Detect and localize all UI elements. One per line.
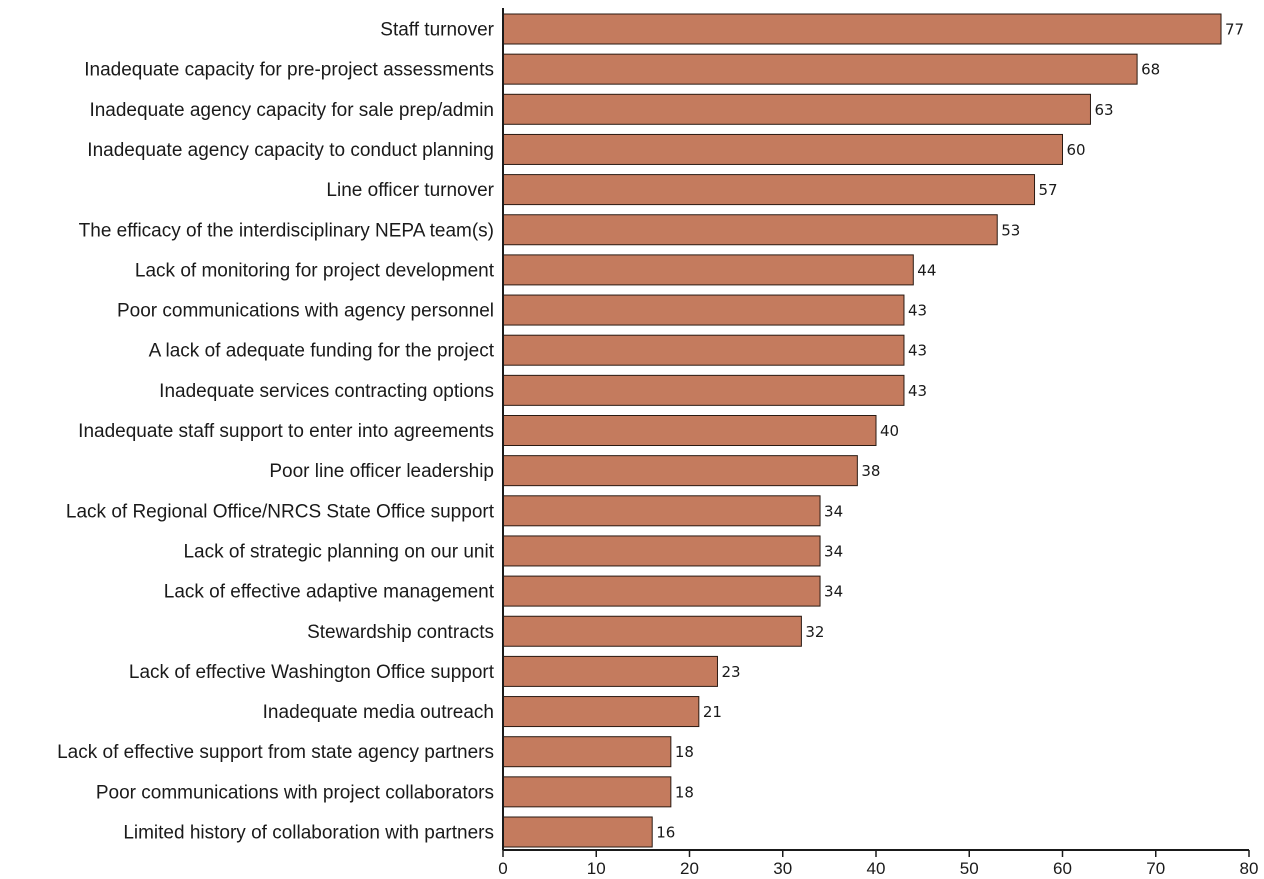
x-tick-label: 60 (1053, 859, 1072, 878)
value-label: 18 (675, 783, 694, 801)
value-label: 68 (1141, 61, 1160, 79)
value-label: 40 (880, 422, 899, 440)
category-label: Line officer turnover (326, 180, 494, 201)
value-label: 38 (861, 462, 880, 480)
bar (502, 294, 905, 326)
value-label: 60 (1067, 141, 1086, 159)
bar (502, 174, 1036, 206)
bar (502, 93, 1091, 125)
value-label: 57 (1039, 181, 1058, 199)
bar (502, 415, 877, 446)
value-label: 32 (805, 623, 824, 641)
axes-group: 0 10 20 30 40 50 60 70 80 (498, 8, 1258, 878)
category-label: Inadequate media outreach (263, 702, 494, 723)
category-label: Stewardship contracts (307, 622, 494, 643)
category-label: Limited history of collaboration with pa… (123, 823, 494, 844)
value-label: 21 (703, 703, 722, 721)
category-label: Poor line officer leadership (269, 461, 494, 482)
bar (502, 13, 1222, 45)
value-label: 43 (908, 302, 927, 320)
value-label: 44 (917, 261, 936, 279)
x-tick-label: 30 (773, 859, 792, 878)
category-label: Staff turnover (380, 20, 494, 41)
bar (502, 575, 821, 607)
value-label: 43 (908, 342, 927, 360)
value-label: 23 (721, 663, 740, 681)
bar (502, 214, 998, 246)
value-label: 43 (908, 382, 927, 400)
value-label: 16 (656, 824, 675, 842)
x-tick-label: 80 (1240, 859, 1259, 878)
value-label: 18 (675, 743, 694, 761)
x-tick-label: 40 (867, 859, 886, 878)
bar (502, 816, 653, 848)
bar (502, 736, 672, 768)
bars-group (502, 13, 1222, 848)
x-tick-label: 50 (960, 859, 979, 878)
value-label: 77 (1225, 21, 1244, 39)
category-label: Poor communications with project collabo… (96, 782, 494, 803)
value-label: 53 (1001, 221, 1020, 239)
value-label: 34 (824, 502, 843, 520)
bar (502, 655, 718, 687)
category-label: The efficacy of the interdisciplinary NE… (79, 220, 494, 241)
value-labels-group: 77 68 63 60 57 53 44 43 43 43 40 38 34 34 34 32 23 21 18 18… (656, 21, 1244, 842)
value-label: 34 (824, 583, 843, 601)
value-label: 34 (824, 542, 843, 560)
bar (502, 495, 821, 527)
bar (502, 133, 1063, 165)
category-label: A lack of adequate funding for the proje… (149, 341, 495, 362)
category-label: Poor communications with agency personne… (117, 301, 494, 322)
category-label: Lack of effective Washington Office supp… (129, 662, 495, 683)
bar (502, 374, 905, 406)
bar (502, 334, 905, 366)
category-label: Lack of effective adaptive management (164, 582, 495, 603)
bar (502, 615, 802, 647)
bar (502, 53, 1138, 85)
x-tick-label: 0 (498, 859, 507, 878)
category-label: Inadequate staff support to enter into a… (78, 421, 494, 442)
category-label: Inadequate agency capacity for sale prep… (89, 100, 494, 121)
bar (502, 535, 821, 567)
x-tick-label: 70 (1146, 859, 1165, 878)
x-tick-label: 10 (587, 859, 606, 878)
category-labels-group: Staff turnover Inadequate capacity for pr… (57, 20, 495, 844)
bar (502, 696, 700, 728)
value-label: 63 (1094, 101, 1113, 119)
category-label: Inadequate capacity for pre-project asse… (84, 60, 494, 81)
x-tick-label: 20 (680, 859, 699, 878)
category-label: Lack of monitoring for project developme… (135, 260, 495, 281)
bar (502, 776, 672, 808)
category-label: Lack of Regional Office/NRCS State Offic… (66, 501, 495, 522)
category-label: Lack of strategic planning on our unit (183, 541, 494, 562)
category-label: Inadequate services contracting options (159, 381, 494, 402)
category-label: Lack of effective support from state age… (57, 742, 494, 763)
bar (502, 254, 914, 286)
bar (502, 455, 858, 487)
category-label: Inadequate agency capacity to conduct pl… (87, 140, 494, 161)
